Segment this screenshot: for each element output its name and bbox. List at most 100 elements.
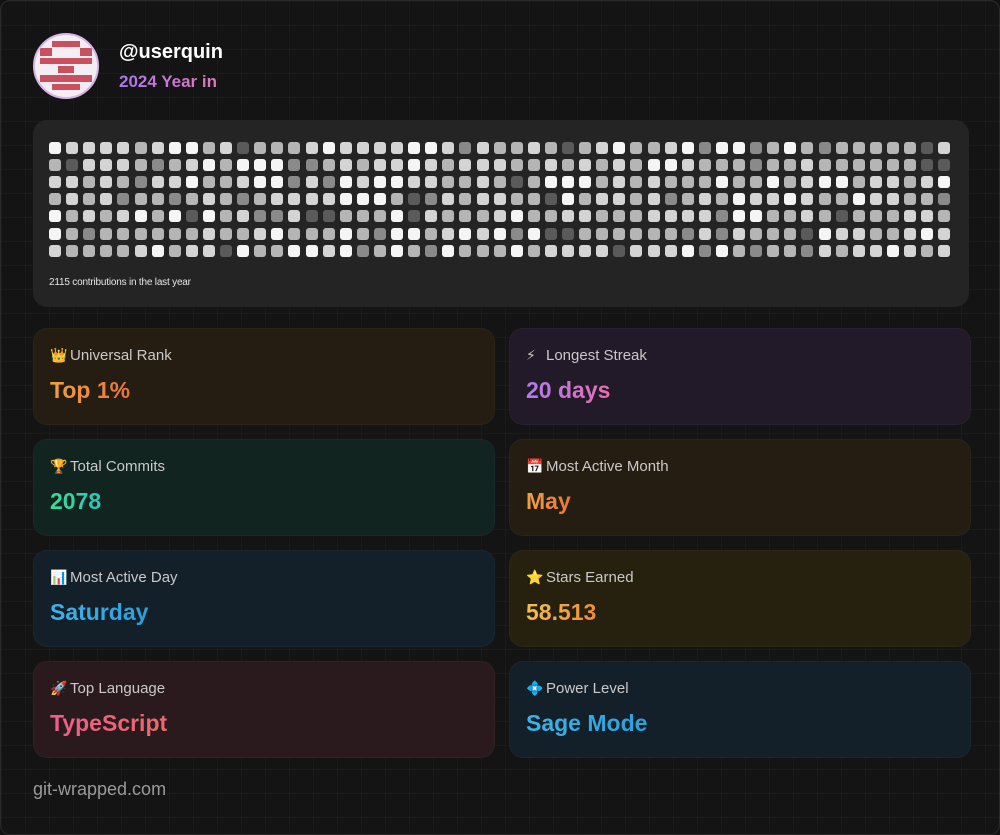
contribution-cell[interactable] bbox=[613, 227, 626, 240]
contribution-cell[interactable] bbox=[288, 193, 301, 206]
contribution-cell[interactable] bbox=[151, 244, 164, 257]
contribution-cell[interactable] bbox=[49, 244, 61, 257]
contribution-cell[interactable] bbox=[613, 142, 626, 154]
contribution-cell[interactable] bbox=[647, 176, 660, 189]
contribution-cell[interactable] bbox=[784, 227, 797, 240]
contribution-cell[interactable] bbox=[869, 227, 882, 240]
contribution-cell[interactable] bbox=[425, 244, 438, 257]
contribution-cell[interactable] bbox=[596, 176, 609, 189]
contribution-cell[interactable] bbox=[237, 176, 250, 189]
contribution-cell[interactable] bbox=[886, 210, 899, 223]
contribution-cell[interactable] bbox=[100, 159, 113, 172]
contribution-cell[interactable] bbox=[681, 159, 694, 172]
contribution-cell[interactable] bbox=[938, 142, 951, 154]
contribution-cell[interactable] bbox=[220, 244, 232, 257]
contribution-cell[interactable] bbox=[151, 193, 164, 206]
contribution-cell[interactable] bbox=[49, 227, 61, 240]
contribution-cell[interactable] bbox=[904, 227, 916, 240]
contribution-cell[interactable] bbox=[835, 193, 848, 206]
contribution-cell[interactable] bbox=[117, 244, 130, 257]
contribution-cell[interactable] bbox=[681, 210, 694, 223]
contribution-cell[interactable] bbox=[698, 193, 711, 206]
contribution-cell[interactable] bbox=[442, 193, 455, 206]
contribution-cell[interactable] bbox=[904, 159, 916, 172]
contribution-cell[interactable] bbox=[459, 159, 472, 172]
contribution-cell[interactable] bbox=[322, 210, 335, 223]
contribution-cell[interactable] bbox=[442, 176, 455, 189]
contribution-cell[interactable] bbox=[66, 159, 79, 172]
contribution-cell[interactable] bbox=[579, 176, 592, 189]
contribution-cell[interactable] bbox=[579, 244, 592, 257]
contribution-cell[interactable] bbox=[202, 193, 215, 206]
contribution-cell[interactable] bbox=[185, 210, 198, 223]
contribution-cell[interactable] bbox=[442, 142, 455, 154]
contribution-cell[interactable] bbox=[425, 227, 438, 240]
contribution-cell[interactable] bbox=[117, 176, 130, 189]
contribution-cell[interactable] bbox=[544, 193, 557, 206]
contribution-cell[interactable] bbox=[271, 227, 284, 240]
contribution-cell[interactable] bbox=[818, 210, 831, 223]
contribution-cell[interactable] bbox=[237, 227, 250, 240]
contribution-cell[interactable] bbox=[921, 193, 934, 206]
contribution-cell[interactable] bbox=[784, 210, 797, 223]
contribution-cell[interactable] bbox=[476, 210, 489, 223]
contribution-cell[interactable] bbox=[801, 159, 814, 172]
contribution-cell[interactable] bbox=[801, 142, 814, 154]
contribution-cell[interactable] bbox=[356, 227, 369, 240]
contribution-cell[interactable] bbox=[767, 210, 780, 223]
contribution-cell[interactable] bbox=[664, 142, 677, 154]
contribution-cell[interactable] bbox=[630, 210, 643, 223]
contribution-cell[interactable] bbox=[271, 210, 284, 223]
contribution-cell[interactable] bbox=[408, 244, 421, 257]
contribution-cell[interactable] bbox=[544, 210, 557, 223]
contribution-cell[interactable] bbox=[288, 227, 301, 240]
contribution-cell[interactable] bbox=[921, 159, 934, 172]
contribution-cell[interactable] bbox=[767, 227, 780, 240]
contribution-cell[interactable] bbox=[852, 210, 865, 223]
contribution-cell[interactable] bbox=[185, 159, 198, 172]
contribution-cell[interactable] bbox=[510, 193, 523, 206]
contribution-cell[interactable] bbox=[921, 176, 934, 189]
contribution-cell[interactable] bbox=[373, 193, 386, 206]
contribution-cell[interactable] bbox=[869, 244, 882, 257]
contribution-cell[interactable] bbox=[921, 142, 934, 154]
contribution-cell[interactable] bbox=[579, 193, 592, 206]
contribution-cell[interactable] bbox=[801, 193, 814, 206]
contribution-cell[interactable] bbox=[698, 159, 711, 172]
contribution-cell[interactable] bbox=[117, 142, 130, 154]
contribution-cell[interactable] bbox=[49, 159, 61, 172]
contribution-cell[interactable] bbox=[664, 244, 677, 257]
contribution-cell[interactable] bbox=[562, 193, 574, 206]
contribution-cell[interactable] bbox=[681, 176, 694, 189]
contribution-cell[interactable] bbox=[938, 227, 951, 240]
contribution-cell[interactable] bbox=[715, 176, 728, 189]
contribution-cell[interactable] bbox=[904, 244, 916, 257]
contribution-cell[interactable] bbox=[305, 193, 318, 206]
contribution-cell[interactable] bbox=[168, 244, 181, 257]
contribution-cell[interactable] bbox=[886, 193, 899, 206]
contribution-cell[interactable] bbox=[715, 142, 728, 154]
contribution-cell[interactable] bbox=[818, 193, 831, 206]
contribution-cell[interactable] bbox=[339, 142, 352, 154]
contribution-cell[interactable] bbox=[681, 193, 694, 206]
contribution-cell[interactable] bbox=[835, 159, 848, 172]
contribution-cell[interactable] bbox=[630, 176, 643, 189]
contribution-cell[interactable] bbox=[425, 142, 438, 154]
contribution-cell[interactable] bbox=[305, 176, 318, 189]
contribution-cell[interactable] bbox=[305, 210, 318, 223]
contribution-cell[interactable] bbox=[835, 176, 848, 189]
contribution-cell[interactable] bbox=[151, 159, 164, 172]
contribution-cell[interactable] bbox=[185, 244, 198, 257]
contribution-cell[interactable] bbox=[527, 142, 540, 154]
contribution-cell[interactable] bbox=[168, 193, 181, 206]
contribution-cell[interactable] bbox=[664, 227, 677, 240]
contribution-cell[interactable] bbox=[66, 210, 79, 223]
contribution-cell[interactable] bbox=[83, 176, 96, 189]
contribution-cell[interactable] bbox=[476, 227, 489, 240]
contribution-cell[interactable] bbox=[83, 159, 96, 172]
contribution-cell[interactable] bbox=[373, 159, 386, 172]
contribution-cell[interactable] bbox=[476, 244, 489, 257]
contribution-cell[interactable] bbox=[322, 159, 335, 172]
contribution-cell[interactable] bbox=[921, 244, 934, 257]
contribution-cell[interactable] bbox=[784, 193, 797, 206]
